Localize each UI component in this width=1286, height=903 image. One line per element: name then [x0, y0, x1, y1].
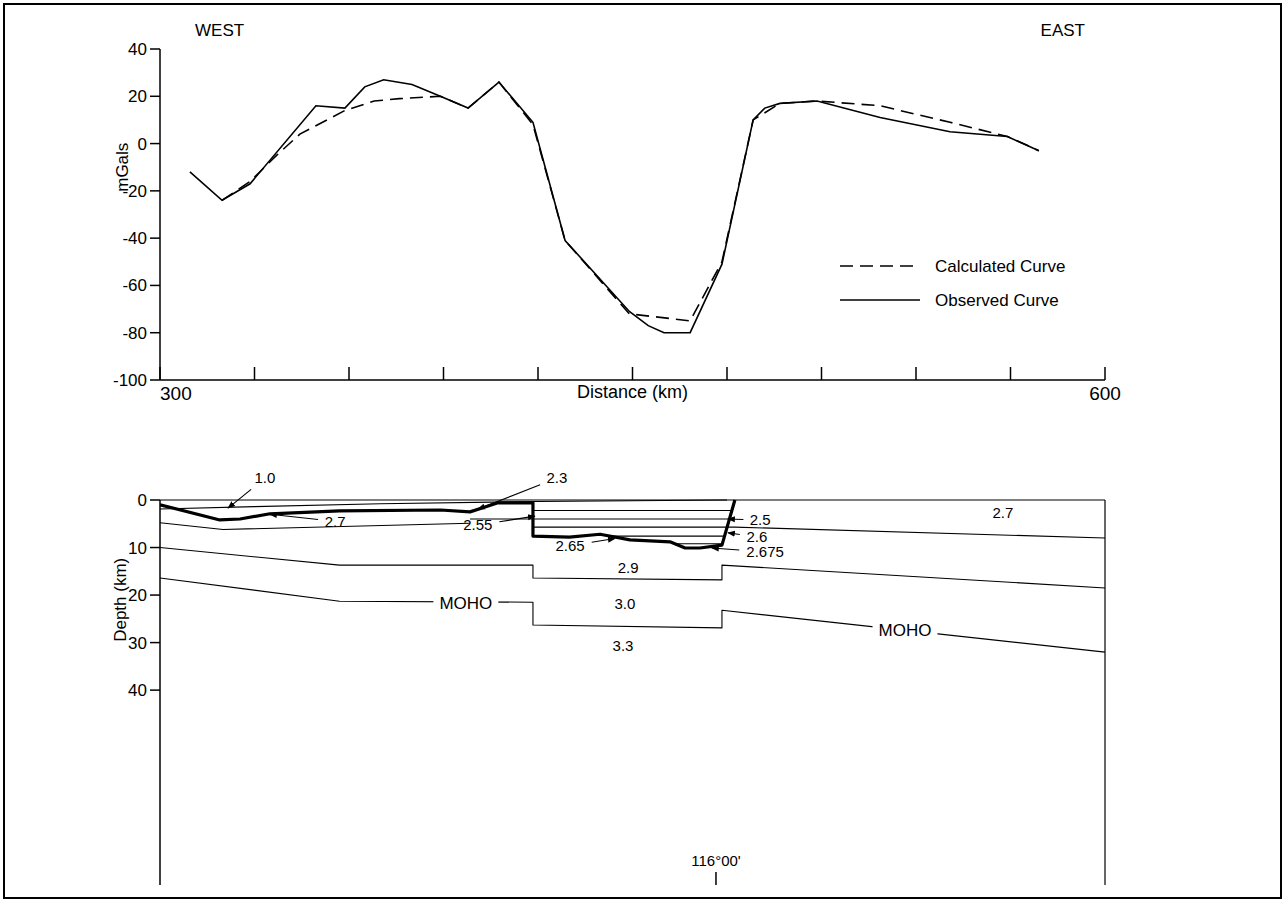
y-tick-label: 20 [128, 87, 147, 106]
meridian-tick [715, 872, 717, 885]
label-arrow [228, 489, 251, 508]
y-tick-label: 0 [138, 491, 147, 510]
y-tick [150, 143, 160, 145]
layer-boundary [470, 518, 730, 519]
x-minor-tick [726, 367, 728, 380]
y-tick [150, 594, 160, 596]
plot-area [190, 80, 1039, 333]
y-tick-label: -60 [122, 276, 147, 295]
layer-boundary [160, 548, 1105, 588]
label-arrow [728, 533, 740, 535]
label-arrow [270, 514, 318, 519]
density-label: 2.675 [746, 543, 784, 560]
density-label: 1.0 [254, 469, 275, 486]
label-arrow [499, 516, 534, 522]
y-tick [150, 332, 160, 334]
y-axis-title: mGals [113, 143, 132, 192]
y-tick [150, 379, 160, 381]
legend-key [840, 265, 920, 267]
density-label: 2.5 [750, 511, 771, 528]
y-tick [150, 237, 160, 239]
y-tick [150, 190, 160, 192]
label-arrow [592, 539, 615, 543]
layer-boundary [160, 500, 735, 548]
layer-boundary [160, 523, 470, 530]
density-label: 3.0 [615, 595, 636, 612]
y-tick [150, 285, 160, 287]
x-axis-title: Distance (km) [577, 382, 688, 402]
x-minor-tick [632, 367, 634, 380]
layer-boundary [533, 510, 732, 511]
density-label: 2.65 [556, 537, 585, 554]
label-arrow [728, 518, 743, 520]
y-tick-label: -40 [122, 229, 147, 248]
density-label: 3.3 [613, 637, 634, 654]
y-tick [150, 96, 160, 98]
y-tick-label: 40 [128, 681, 147, 700]
y-tick [150, 499, 160, 501]
y-axis-title: Depth (km) [111, 558, 130, 642]
x-minor-tick [821, 367, 823, 380]
series-line [222, 82, 1039, 321]
y-tick [150, 642, 160, 644]
y-tick-label: 0 [138, 135, 147, 154]
y-tick [150, 48, 160, 50]
y-tick-label: 10 [128, 539, 147, 558]
x-minor-tick [537, 367, 539, 380]
layer-boundary [607, 536, 724, 537]
label-arrow [478, 485, 540, 509]
x-minor-tick [443, 367, 445, 380]
legend-label: Calculated Curve [935, 257, 1065, 276]
y-tick-label: -100 [113, 371, 147, 390]
x-tick [159, 367, 161, 380]
moho-label: MOHO [439, 594, 492, 613]
x-tick-label: 600 [1089, 383, 1121, 404]
section-edge [1104, 500, 1105, 885]
layer-boundary [160, 500, 727, 509]
depth-axis [159, 500, 161, 885]
y-tick-label: 20 [128, 586, 147, 605]
density-label: 2.7 [993, 504, 1014, 521]
y-tick [150, 689, 160, 691]
direction-label: WEST [195, 21, 244, 40]
y-tick-label: -80 [122, 324, 147, 343]
density-label: 2.9 [618, 559, 639, 576]
x-minor-tick [348, 367, 350, 380]
density-label: 2.55 [463, 516, 492, 533]
frame [4, 4, 1281, 898]
x-minor-tick [1010, 367, 1012, 380]
x-tick-label: 300 [160, 383, 192, 404]
legend-key [840, 299, 920, 301]
series-line [190, 80, 1039, 333]
label-patch [873, 620, 938, 641]
layer-boundary [533, 527, 1105, 538]
labels: 1.02.32.72.72.52.552.62.652.6752.93.03.3… [228, 469, 1013, 654]
density-label: 2.3 [546, 469, 567, 486]
section-area [160, 500, 1105, 652]
y-tick [150, 547, 160, 549]
legend-label: Observed Curve [935, 291, 1059, 310]
y-axis [159, 49, 161, 380]
meridian-label: 116°00' [691, 852, 741, 869]
y-tick-label: 30 [128, 634, 147, 653]
label-patch [433, 593, 498, 614]
label-arrow [712, 548, 739, 550]
direction-label: EAST [1041, 21, 1085, 40]
x-minor-tick [254, 367, 256, 380]
x-minor-tick [915, 367, 917, 380]
y-tick-label: 40 [128, 40, 147, 59]
x-tick [1104, 367, 1106, 380]
layer-boundary [675, 543, 722, 544]
moho-label: MOHO [879, 621, 932, 640]
figure: WESTEAST-100-80-60-40-2002040300600Dista… [0, 0, 1286, 903]
density-label: 2.7 [325, 513, 346, 530]
